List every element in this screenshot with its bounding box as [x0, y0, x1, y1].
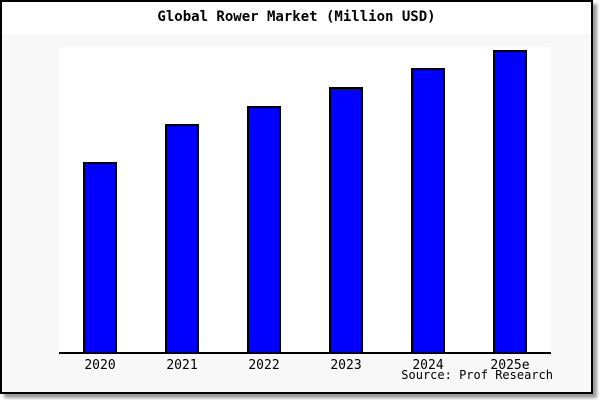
plot-area — [59, 47, 551, 354]
chart-frame: Global Rower Market (Million USD) 2020 20… — [0, 0, 593, 394]
bar-2020 — [83, 162, 117, 352]
x-axis-label-2021: 2021 — [166, 358, 198, 373]
source-text: Source: Prof Research — [401, 368, 553, 382]
title-band: Global Rower Market (Million USD) — [2, 2, 591, 34]
bar-2025e — [493, 50, 527, 352]
bar-2022 — [247, 106, 281, 352]
bar-2023 — [329, 87, 363, 352]
x-axis-label-2020: 2020 — [84, 358, 116, 373]
x-axis-label-2025e: 2025e — [490, 358, 530, 373]
bar-2024 — [411, 68, 445, 352]
bar-2021 — [165, 124, 199, 352]
x-axis-label-2024: 2024 — [412, 358, 444, 373]
x-axis-labels: 2020 2021 2022 2023 2024 2025e — [59, 358, 551, 373]
x-axis-label-2022: 2022 — [248, 358, 280, 373]
chart-title: Global Rower Market (Million USD) — [157, 9, 436, 25]
x-axis-label-2023: 2023 — [330, 358, 362, 373]
